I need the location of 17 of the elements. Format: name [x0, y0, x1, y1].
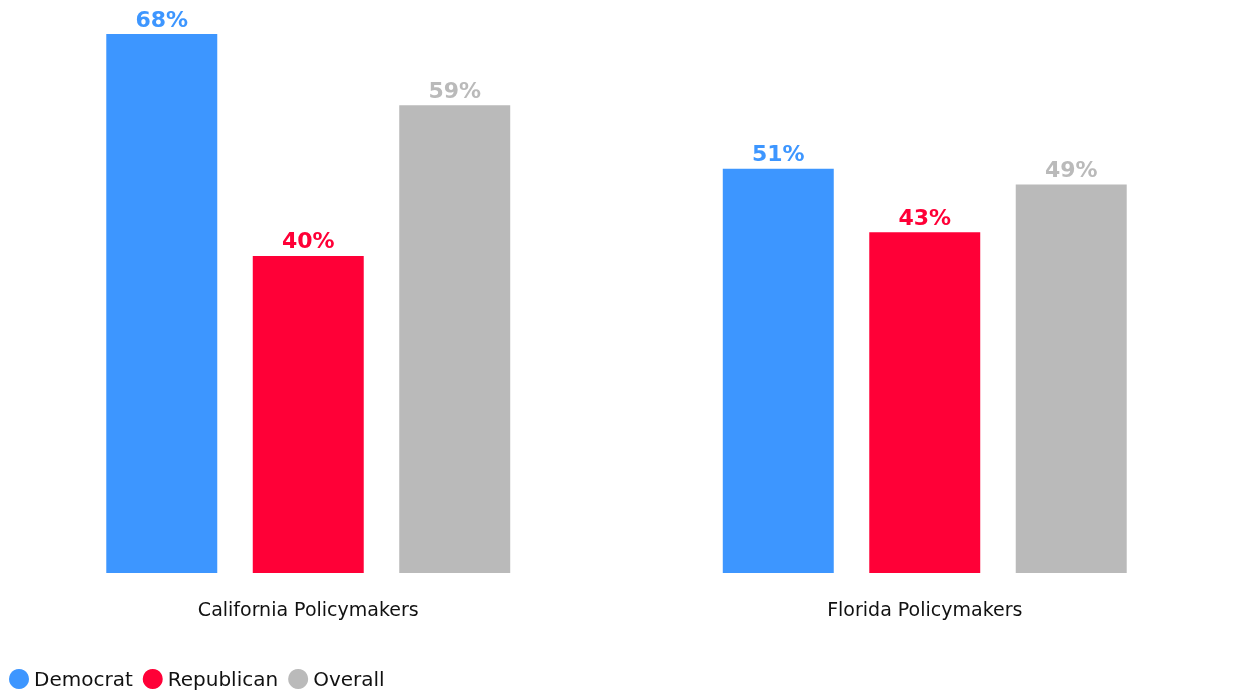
bar: [869, 232, 981, 573]
bar: [252, 255, 364, 573]
x-tick-label: California Policymakers: [197, 597, 419, 620]
legend-label: Republican: [167, 667, 279, 691]
data-label: 68%: [135, 6, 189, 32]
data-label: 49%: [1044, 157, 1098, 183]
legend-label: Democrat: [34, 667, 133, 691]
bar: [1015, 184, 1127, 573]
data-label: 59%: [428, 77, 482, 103]
legend-label: Overall: [313, 667, 385, 691]
bar: [399, 105, 511, 573]
bar: [106, 34, 218, 573]
x-tick-label: Florida Policymakers: [827, 597, 1023, 620]
data-label: 43%: [898, 204, 952, 230]
data-label: 40%: [281, 228, 335, 254]
bar: [722, 168, 834, 573]
data-label: 51%: [751, 141, 805, 167]
